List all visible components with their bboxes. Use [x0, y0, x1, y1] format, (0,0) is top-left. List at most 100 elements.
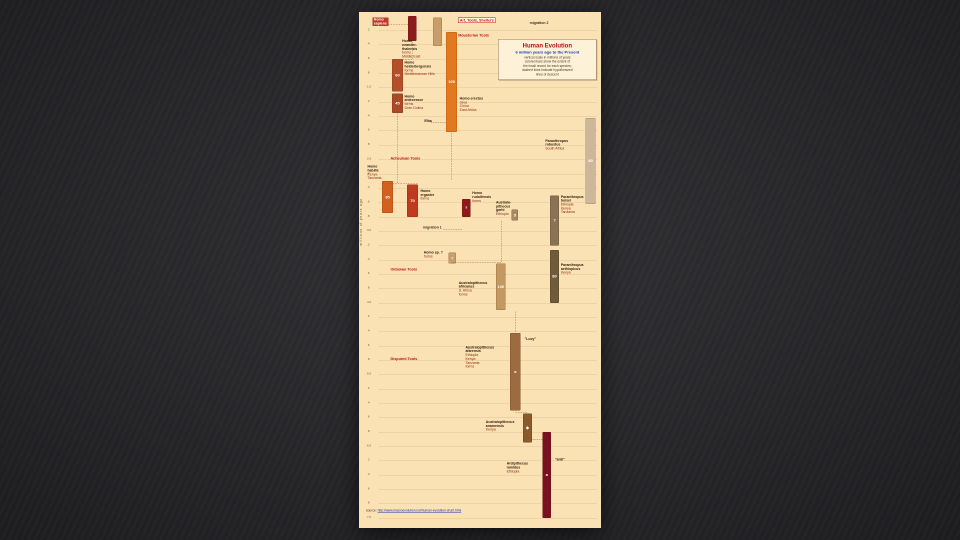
axis-tick-label: .2 — [367, 28, 370, 32]
gridline — [379, 403, 597, 404]
axis-tick-label: 6.0 — [367, 444, 372, 448]
species-label-australopithecus-anamensis: Australopithecus anamensis Kenya — [485, 420, 515, 432]
species-label-homo-habilis: Homo habilis Kenya Tanzania — [367, 165, 382, 181]
gridline — [379, 417, 597, 419]
species-bar-australopithecus-garhi: 5 — [511, 209, 519, 221]
species-label-homo-sp: Homo sp. ? forms — [423, 251, 443, 259]
gridline — [379, 202, 597, 203]
axis-tick-label: 5.0 — [367, 372, 372, 376]
annotation-lucy: "Lucy" — [524, 337, 537, 341]
lineage-connector — [430, 122, 447, 123]
species-bar-homo-habilis: 95 — [382, 180, 393, 214]
gridline — [379, 489, 597, 490]
event-label-oldowan-tools: Oldowan Tools — [390, 267, 418, 272]
axis-tick-label: 7.0 — [367, 516, 372, 519]
axis-tick-label: .2 — [367, 458, 370, 462]
title-box-note-line: lines of descent — [536, 72, 559, 77]
axis-tick-label: .4 — [367, 186, 370, 190]
gridline — [379, 245, 597, 246]
title-box-note-line: colored bars show the extent of — [524, 60, 570, 64]
species-label-paranthropus-aethiopicus: Paranthropus aethiopicus Kenya — [560, 263, 584, 275]
annotation-ardi: "ardi" — [555, 457, 565, 462]
axis-tick-label: .6 — [367, 57, 370, 61]
species-label-homo-heidelbergensis: Homo heidelbergensis forms Mediterranean Hi… — [404, 61, 435, 77]
lineage-connector — [411, 41, 413, 60]
event-label-mousterian-tools: Mousterian Tools — [458, 33, 489, 38]
species-bar-paranthropus-aethiopicus: 80 — [550, 249, 559, 303]
gridline — [379, 345, 597, 347]
axis-tick-label: .8 — [367, 358, 370, 362]
species-label-australopithecus-garhi: Australo-pithecus garhi Ethiopia — [495, 201, 512, 217]
species-bar-homo-sp: ? — [448, 252, 456, 264]
species-count-label: ◆ — [525, 425, 529, 431]
gridline — [379, 73, 597, 74]
axis-tick-label: .6 — [367, 128, 370, 132]
lineage-connector — [515, 411, 527, 413]
gridline — [379, 30, 597, 31]
species-bar-homo-heidelbergensis: 60 — [391, 59, 404, 92]
gridline — [379, 116, 597, 117]
gridline — [379, 231, 597, 232]
gridline — [379, 188, 597, 189]
species-bar-australopithecus-anamensis: ◆ — [523, 413, 532, 443]
gridline — [379, 446, 597, 447]
species-label-homo-rudolfensis: Homo rudolfensis forms — [472, 191, 492, 203]
species-count-label: 80 — [552, 274, 557, 279]
lineage-connector — [515, 311, 516, 332]
axis-tick-label: .2 — [367, 243, 370, 247]
axis-tick-label: .4 — [367, 257, 370, 261]
axis-tick-label: 2.0 — [367, 157, 372, 161]
chart-notes: vertical scale in millions of years color… — [500, 56, 594, 77]
axis-tick-label: .8 — [367, 501, 370, 505]
species-count-label: 70 — [410, 198, 415, 203]
axis-tick-label: 1.0 — [367, 85, 372, 89]
lineage-connector — [500, 221, 502, 262]
event-label-migration-2: migration 2 — [529, 21, 549, 26]
axis-tick-label: .6 — [367, 272, 370, 276]
species-bar-paranthropus-boisei: ? — [550, 195, 559, 246]
event-label-art-tools-shelters: Art, Tools, Shelters — [458, 17, 496, 23]
species-bar-homo-ergaster: 70 — [406, 184, 419, 217]
species-count-label: a — [514, 369, 517, 374]
axis-tick-label: .4 — [367, 401, 370, 405]
lineage-connector — [531, 439, 543, 440]
axis-tick-label: .8 — [367, 429, 370, 433]
species-label-homo-neanderthalensis: Homo neander-thalensis forms Middle East — [402, 39, 421, 59]
evolution-chart-panel: millions of years ago .2.4.6.8 1.0.2.4.6.… — [359, 12, 601, 528]
gridline — [379, 518, 597, 519]
species-label-homo-antecessor: Homo antecessor forms Gran Dolina — [404, 94, 424, 110]
species-bar-australopithecus-africanus: 100 — [495, 263, 506, 311]
axis-tick-label: .6 — [367, 487, 370, 491]
gridline — [379, 102, 597, 103]
species-count-label: 100 — [497, 284, 505, 289]
species-count-label: 95 — [385, 194, 390, 200]
axis-tick-label: .6 — [367, 343, 370, 347]
axis-tick-label: .2 — [367, 100, 370, 104]
species-bar-homo-neanderthalensis — [433, 17, 443, 47]
axis-tick-label: .2 — [367, 386, 370, 390]
axis-tick-label: .4 — [367, 329, 370, 333]
lineage-connector — [387, 183, 418, 184]
species-label-ardipithecus-ramidus: Ardipithecus ramidus Ethiopia — [506, 462, 529, 474]
species-bar-ardipithecus-ramidus: a — [542, 431, 552, 518]
event-label-acheulean-tools: Acheulean Tools — [390, 155, 421, 161]
gridline — [379, 259, 597, 261]
species-count-label: 5 — [513, 212, 516, 218]
event-label-migration-1: migration 1 — [422, 226, 442, 230]
chart-title: Human Evolution — [522, 42, 572, 49]
gridline — [379, 317, 597, 318]
gridline — [379, 388, 597, 390]
lineage-connector — [451, 132, 452, 180]
axis-tick-label: .4 — [367, 114, 370, 118]
axis-tick-label: 4.0 — [367, 300, 372, 304]
gridline — [379, 145, 597, 146]
species-label-homo-erectus: Homo erectus Java China East Africa — [459, 97, 484, 113]
lineage-connector — [397, 59, 412, 60]
plot-area: .2 .4 .6 .8 1.0 .2 .4 .6 .8 2.0 .2 .4 .6 .8 3.0 .2 .4 .6.… — [359, 12, 601, 528]
species-label-australopithecus-africanus: Australopithecus africanus S. Africa forms — [458, 281, 488, 297]
lineage-connector — [443, 228, 463, 230]
gridline — [379, 44, 597, 46]
gridline — [379, 360, 597, 361]
chart-subtitle: 6 million years ago to the Present — [515, 50, 580, 55]
